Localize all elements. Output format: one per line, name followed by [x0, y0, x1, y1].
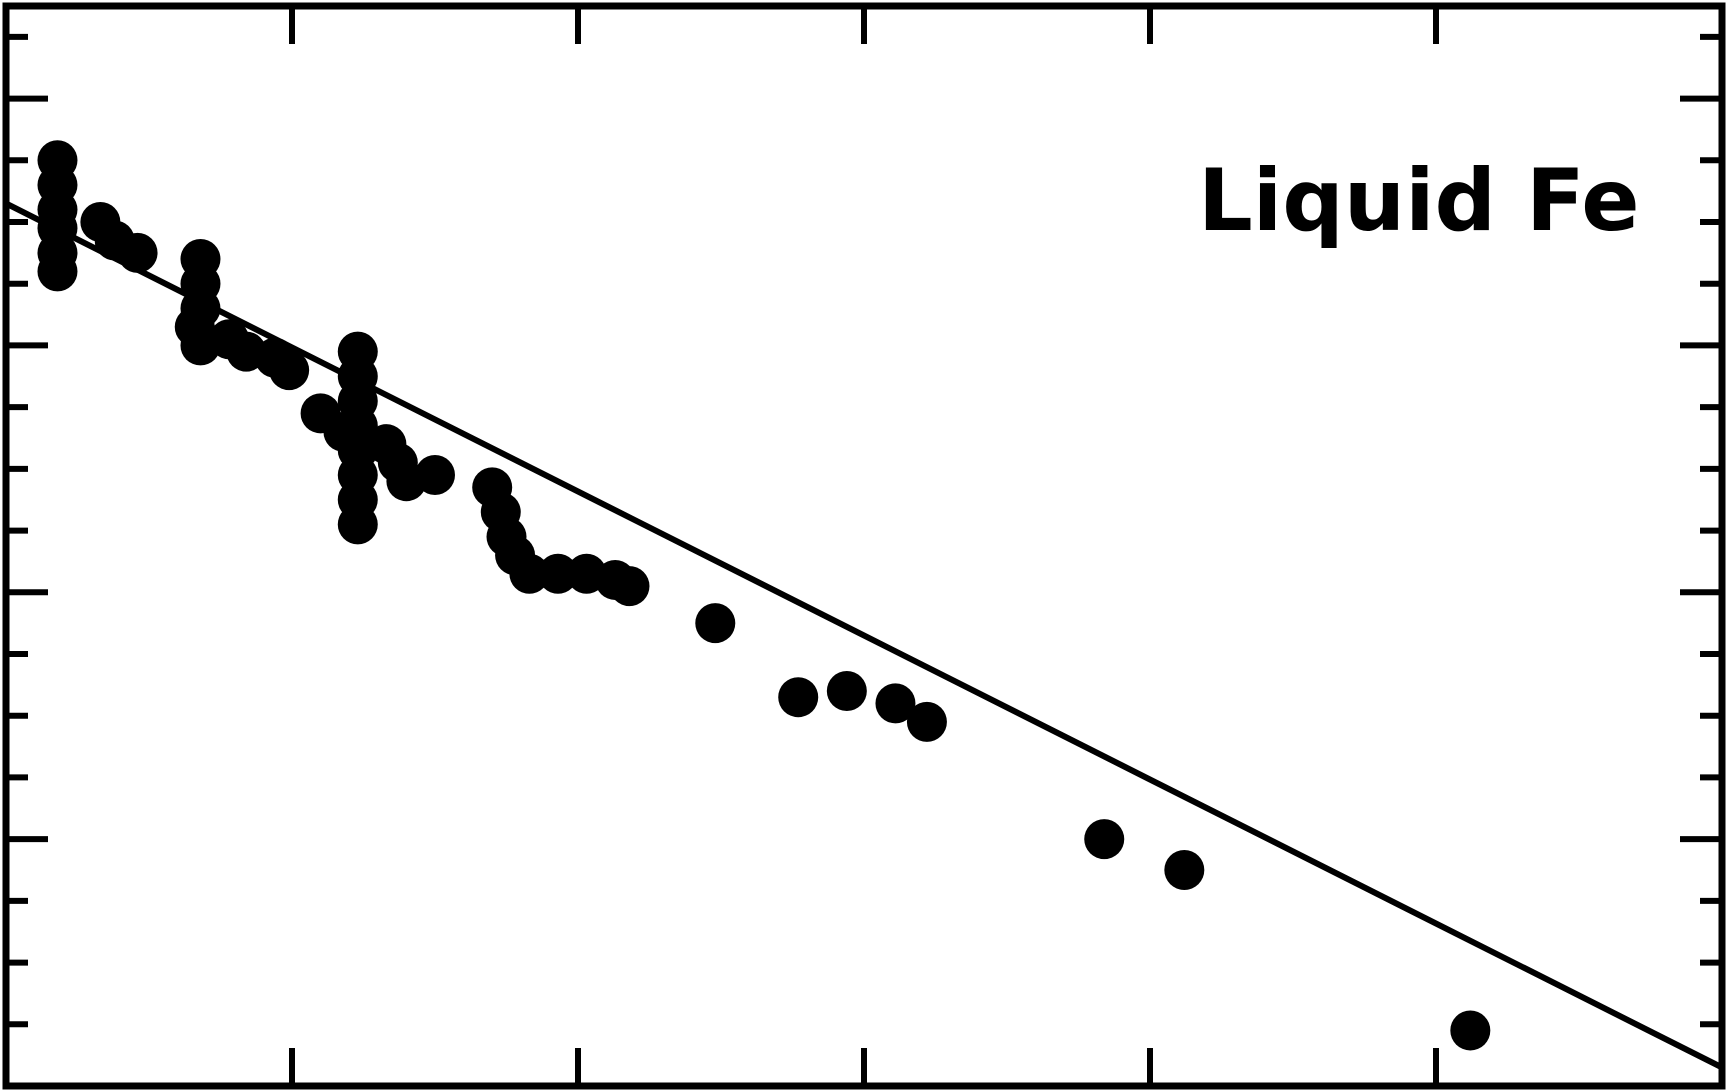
- data-point-40: [609, 566, 650, 607]
- data-point-37: [537, 553, 578, 594]
- data-point-17: [269, 350, 310, 391]
- data-point-27: [337, 504, 378, 545]
- fit-line: [4, 200, 1724, 1071]
- data-point-42: [778, 677, 819, 718]
- data-point-46: [1084, 819, 1125, 860]
- data-points: [37, 140, 1491, 1051]
- axis-ticks: [6, 6, 1722, 1086]
- annotation-liquid-fe: Liquid Fe: [1198, 151, 1640, 251]
- data-point-48: [1450, 1010, 1491, 1051]
- data-point-45: [906, 701, 947, 742]
- data-point-43: [826, 671, 867, 712]
- data-point-5: [37, 251, 78, 292]
- data-point-41: [695, 603, 736, 644]
- data-point-8: [117, 232, 158, 273]
- data-point-36: [509, 553, 550, 594]
- data-point-31: [415, 455, 455, 496]
- data-point-44: [875, 683, 916, 724]
- data-point-47: [1164, 850, 1205, 890]
